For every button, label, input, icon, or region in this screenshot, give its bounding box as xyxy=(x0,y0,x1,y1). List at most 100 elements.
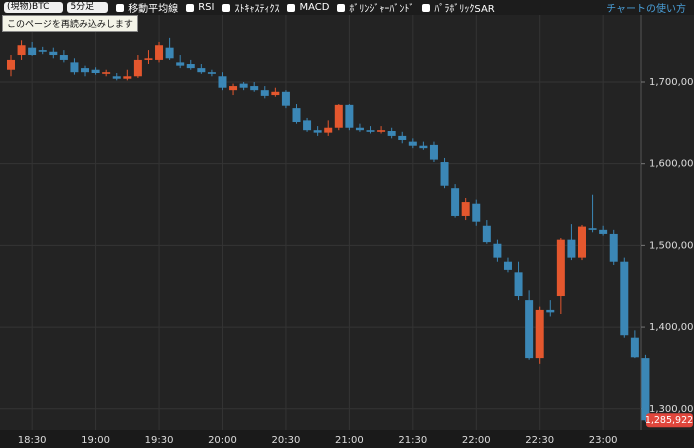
candle-body xyxy=(493,243,502,258)
candle-body xyxy=(503,261,512,270)
symbol-select[interactable]: (現物)BTC xyxy=(4,2,64,13)
candle-body xyxy=(70,62,79,73)
candle-body xyxy=(91,69,100,74)
candle-body xyxy=(472,203,481,222)
candle-body xyxy=(377,130,386,132)
candle-body xyxy=(429,144,438,160)
candle-body xyxy=(7,59,15,70)
option-label: RSI xyxy=(198,2,215,13)
candle-body xyxy=(334,104,343,128)
candle-body xyxy=(271,91,280,96)
option-label: ﾊﾟﾗﾎﾞﾘｯｸSAR xyxy=(434,4,495,15)
candle-body xyxy=(112,76,121,79)
candle-body xyxy=(155,45,164,60)
candle-body xyxy=(546,309,555,313)
candle-body xyxy=(186,64,195,69)
candle-body xyxy=(641,358,650,421)
y-tick-label: 1,600,000 xyxy=(649,159,694,170)
x-tick-label: 19:30 xyxy=(145,435,174,446)
candle-body xyxy=(17,45,26,56)
last-price-box xyxy=(646,413,693,428)
x-axis-strip xyxy=(0,430,694,448)
candle-body xyxy=(620,261,629,336)
checkbox[interactable] xyxy=(422,3,431,12)
last-price-label: 1,285,922 xyxy=(645,415,693,426)
candle-body xyxy=(239,83,248,88)
option-label: ｽﾄｷｬｽﾃｨｸｽ xyxy=(234,4,280,15)
candle-body xyxy=(408,141,417,146)
interval-select[interactable]: 5分足 xyxy=(67,2,109,13)
candle-body xyxy=(567,239,576,258)
candle-body xyxy=(250,86,259,91)
candle-body xyxy=(588,228,597,230)
candle-body xyxy=(355,127,364,131)
candle-body xyxy=(281,91,290,106)
candle-body xyxy=(197,68,206,73)
y-tick-label: 1,500,000 xyxy=(649,240,694,251)
candle-body xyxy=(630,337,639,358)
checkbox[interactable] xyxy=(337,3,346,12)
y-tick-label: 1,700,000 xyxy=(649,77,694,88)
options: 移動平均線 RSI ｽﾄｷｬｽﾃｨｸｽ MACD ﾎﾞﾘﾝｼﾞｬｰﾊﾞﾝﾄﾞ ﾊﾟﾗﾎﾞﾘ… xyxy=(108,0,495,15)
candle-body xyxy=(514,272,523,297)
candle-body xyxy=(229,86,238,91)
option-checkbox[interactable]: MACD xyxy=(287,0,329,15)
candle-body xyxy=(599,229,608,234)
option-label: 移動平均線 xyxy=(128,4,179,15)
candle-body xyxy=(609,233,618,262)
option-label: ﾎﾞﾘﾝｼﾞｬｰﾊﾞﾝﾄﾞ xyxy=(349,4,415,15)
candle-body xyxy=(123,76,132,79)
candle-body xyxy=(133,59,142,77)
candle-body xyxy=(303,120,312,131)
checkbox[interactable] xyxy=(186,3,195,12)
candle-body xyxy=(577,226,586,258)
option-label: MACD xyxy=(299,2,330,13)
option-checkbox[interactable]: RSI xyxy=(186,0,214,15)
x-tick-label: 20:00 xyxy=(208,435,237,446)
option-checkbox[interactable]: ﾊﾟﾗﾎﾞﾘｯｸSAR xyxy=(422,0,495,15)
candle-body xyxy=(207,72,216,74)
candle-body xyxy=(218,76,227,88)
candle-body xyxy=(461,202,470,216)
candle-body xyxy=(292,108,301,123)
x-tick-label: 22:30 xyxy=(525,435,554,446)
option-checkbox[interactable]: ﾎﾞﾘﾝｼﾞｬｰﾊﾞﾝﾄﾞ xyxy=(337,0,414,15)
candle-body xyxy=(535,309,544,359)
candle-body xyxy=(144,58,153,60)
help-link[interactable]: チャートの使い方 xyxy=(606,4,686,15)
candle-body xyxy=(59,55,68,60)
candle-body xyxy=(345,104,354,128)
candle-body xyxy=(260,90,269,96)
x-tick-label: 21:30 xyxy=(398,435,427,446)
x-tick-label: 18:30 xyxy=(18,435,47,446)
checkbox[interactable] xyxy=(116,3,125,12)
candle-body xyxy=(313,130,322,133)
candle-body xyxy=(556,239,565,297)
candle-body xyxy=(102,72,111,74)
candle-body xyxy=(398,135,407,140)
checkbox[interactable] xyxy=(287,3,296,12)
x-tick-label: 21:00 xyxy=(335,435,364,446)
candle-body xyxy=(482,225,491,243)
toolbar: (現物)BTC 5分足 移動平均線 RSI ｽﾄｷｬｽﾃｨｸｽ MACD ﾎﾞﾘﾝｼﾞｬ… xyxy=(0,0,694,15)
tooltip: このページを再読み込みします xyxy=(2,15,138,32)
candle-body xyxy=(38,50,47,52)
option-checkbox[interactable]: ｽﾄｷｬｽﾃｨｸｽ xyxy=(222,0,279,15)
candle-body xyxy=(387,131,396,136)
plot-area xyxy=(0,15,641,430)
candle-body xyxy=(366,130,375,132)
option-checkbox[interactable]: 移動平均線 xyxy=(116,0,178,15)
x-tick-label: 19:00 xyxy=(81,435,110,446)
candle-body xyxy=(28,47,37,56)
candle-body xyxy=(324,127,333,133)
candle-body xyxy=(451,188,460,216)
y-tick-label: 1,400,000 xyxy=(649,322,694,333)
candle-body xyxy=(81,68,90,73)
candle-body xyxy=(165,47,174,59)
y-tick-label: 1,300,000 xyxy=(649,404,694,415)
candle-body xyxy=(176,62,185,66)
checkbox[interactable] xyxy=(222,3,231,12)
x-tick-label: 20:30 xyxy=(272,435,301,446)
